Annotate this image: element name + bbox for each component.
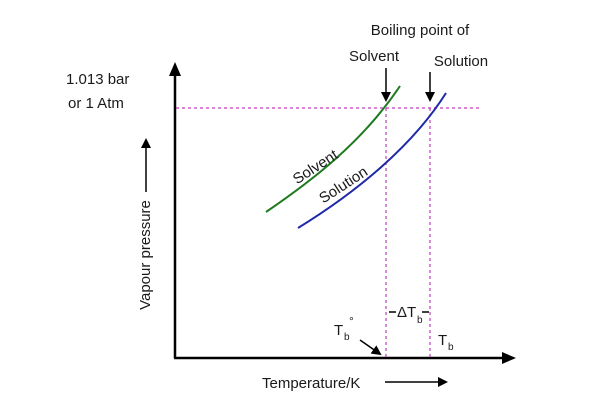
pressure-label-line1: 1.013 bar bbox=[66, 71, 129, 88]
axes bbox=[169, 62, 516, 364]
tb-subscript: b bbox=[448, 342, 454, 353]
guide-lines bbox=[176, 107, 482, 358]
delta-tb-label: ΔT bbox=[397, 304, 416, 321]
tb-zero-subscript: b bbox=[344, 332, 350, 343]
y-axis-title: Vapour pressure bbox=[137, 200, 154, 310]
tb-zero-main: T bbox=[334, 322, 343, 339]
delta-tb-subscript: b bbox=[417, 315, 423, 326]
tb-label: T b bbox=[438, 332, 454, 353]
x-axis-label: Temperature/K bbox=[262, 375, 360, 392]
delta-tb-marker: ΔT b bbox=[389, 304, 429, 326]
tb-zero-label: T b ° bbox=[334, 314, 354, 343]
solution-curve bbox=[297, 92, 447, 229]
tb-main: T bbox=[438, 332, 447, 349]
solution-top-label: Solution bbox=[434, 53, 488, 70]
pointer-arrow-icon bbox=[359, 339, 382, 356]
tb-zero-superscript: ° bbox=[349, 314, 354, 328]
y-axis-arrow-icon bbox=[169, 62, 181, 76]
solvent-top-label: Solvent bbox=[349, 48, 400, 65]
x-axis-arrow-icon bbox=[502, 352, 516, 364]
y-axis-label: Vapour pressure bbox=[137, 200, 154, 310]
boiling-point-title: Boiling point of bbox=[371, 22, 470, 39]
pressure-label-line2: or 1 Atm bbox=[68, 95, 124, 112]
solvent-curve bbox=[265, 85, 401, 213]
